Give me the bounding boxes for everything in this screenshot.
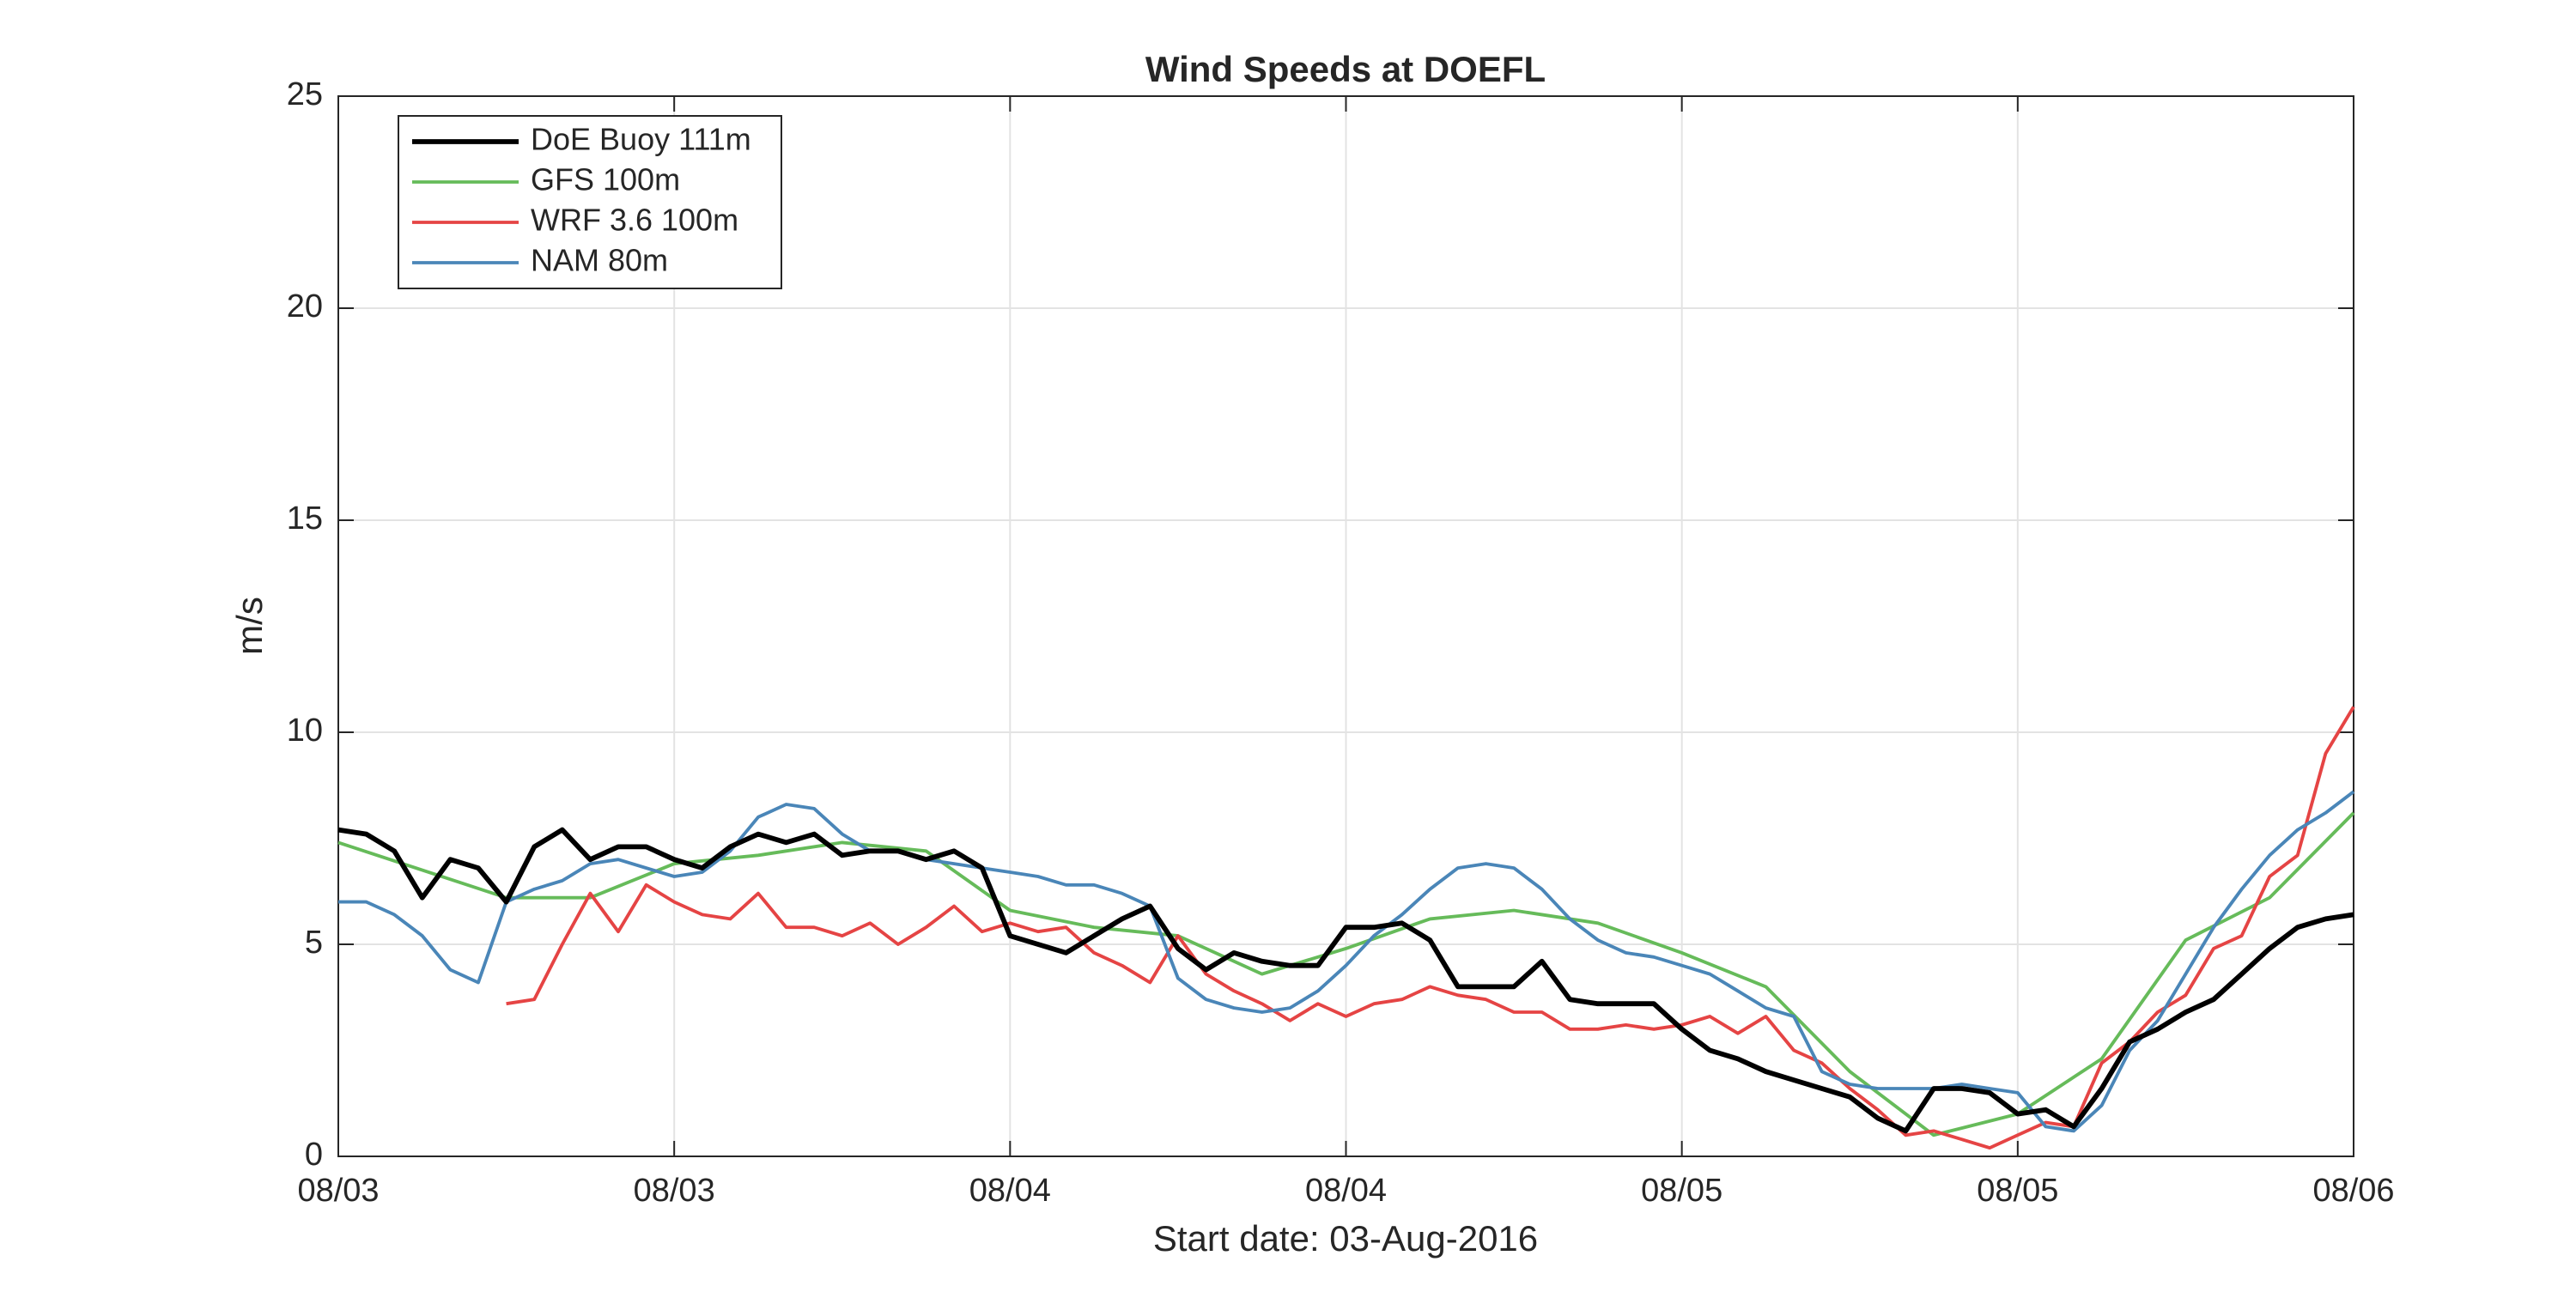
x-tick-label: 08/03 <box>297 1173 379 1209</box>
y-tick-label: 0 <box>305 1137 323 1173</box>
x-tick-label: 08/04 <box>969 1173 1051 1209</box>
y-tick-label: 20 <box>287 288 323 325</box>
legend-label: DoE Buoy 111m <box>531 122 751 157</box>
series-line <box>506 706 2355 1150</box>
y-tick-label: 5 <box>305 925 323 961</box>
x-tick-label: 08/05 <box>1641 1173 1722 1209</box>
legend: DoE Buoy 111m GFS 100m WRF 3.6 100m NAM 80m <box>398 115 782 289</box>
y-tick-label: 25 <box>287 76 323 112</box>
y-tick-label: 10 <box>287 713 323 749</box>
x-tick-label: 08/03 <box>634 1173 715 1209</box>
chart-title: Wind Speeds at DOEFL <box>1145 49 1546 89</box>
y-axis-label: m/s <box>229 597 270 655</box>
x-tick-label: 08/05 <box>1977 1173 2058 1209</box>
x-tick-label: 08/06 <box>2312 1173 2394 1209</box>
y-tick-label: 15 <box>287 500 323 537</box>
x-axis-label: Start date: 03-Aug-2016 <box>1153 1218 1538 1259</box>
legend-label: GFS 100m <box>531 162 680 197</box>
legend-label: NAM 80m <box>531 243 668 278</box>
series-line <box>338 790 2355 1133</box>
legend-label: WRF 3.6 100m <box>531 203 738 238</box>
series-line <box>337 811 2355 1137</box>
series-line <box>337 827 2354 1134</box>
x-tick-label: 08/04 <box>1305 1173 1387 1209</box>
legend-box <box>398 115 782 289</box>
